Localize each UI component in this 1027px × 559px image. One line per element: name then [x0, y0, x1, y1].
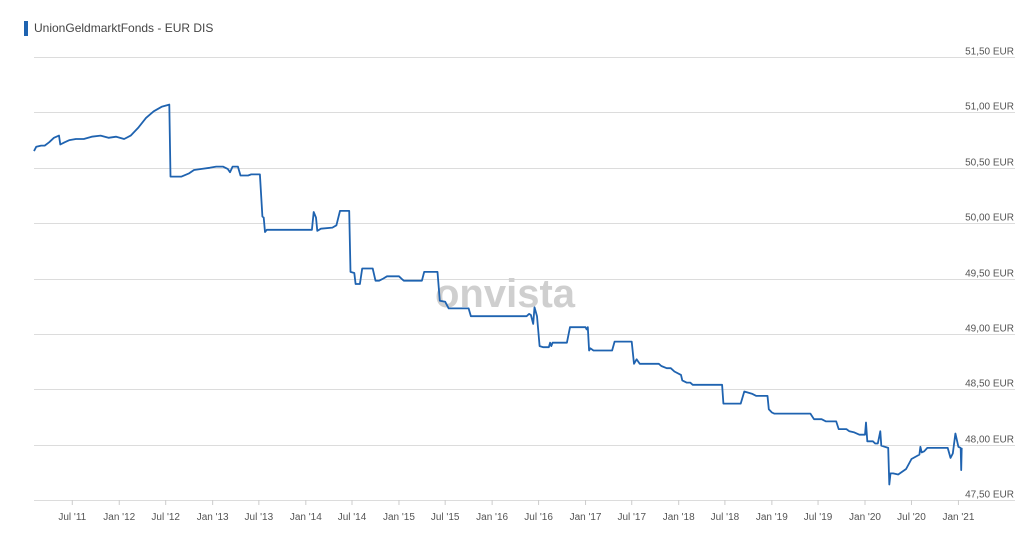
y-tick-label: 47,50 EUR — [965, 490, 1014, 501]
y-tick-label: 49,00 EUR — [965, 324, 1014, 335]
x-tick-label: Jan '18 — [663, 512, 695, 523]
x-tick-label: Jul '19 — [804, 512, 833, 523]
x-tick-label: Jan '21 — [942, 512, 974, 523]
x-tick-label: Jan '20 — [849, 512, 881, 523]
x-tick-label: Jan '16 — [476, 512, 508, 523]
x-tick-label: Jan '15 — [383, 512, 415, 523]
x-axis-labels: Jul '11 Jan '12 Jul '12 Jan '13 Jul '13 Jan '… — [58, 500, 975, 523]
line-layer — [33, 103, 963, 486]
x-tick-label: Jul '14 — [338, 512, 367, 523]
y-tick-label: 51,50 EUR — [965, 47, 1014, 58]
y-axis-labels: 47,50 EUR 48,00 EUR 48,50 EUR 49,00 EUR 49,5… — [965, 47, 1014, 501]
x-tick-label: Jul '18 — [711, 512, 740, 523]
x-tick-label: Jan '13 — [197, 512, 229, 523]
x-tick-label: Jul '16 — [524, 512, 553, 523]
y-tick-label: 48,50 EUR — [965, 379, 1014, 390]
legend-label: UnionGeldmarktFonds - EUR DIS — [34, 21, 214, 35]
watermark: onvista — [435, 272, 576, 316]
series-line[interactable] — [33, 103, 963, 486]
x-tick-label: Jul '12 — [151, 512, 180, 523]
x-tick-label: Jan '17 — [570, 512, 602, 523]
legend-swatch — [24, 20, 28, 36]
y-tick-label: 50,50 EUR — [965, 158, 1014, 169]
x-tick-label: Jul '17 — [617, 512, 646, 523]
y-tick-label: 50,00 EUR — [965, 213, 1014, 224]
x-tick-label: Jul '15 — [431, 512, 460, 523]
x-tick-label: Jan '14 — [290, 512, 322, 523]
x-tick-label: Jan '12 — [103, 512, 135, 523]
x-tick-label: Jan '19 — [756, 512, 788, 523]
y-tick-label: 51,00 EUR — [965, 102, 1014, 113]
x-tick-label: Jul '11 — [58, 512, 86, 523]
x-tick-label: Jul '20 — [897, 512, 926, 523]
y-tick-label: 49,50 EUR — [965, 269, 1014, 280]
y-tick-label: 48,00 EUR — [965, 435, 1014, 446]
grid-layer — [34, 57, 1015, 501]
legend[interactable]: UnionGeldmarktFonds - EUR DIS — [24, 20, 213, 36]
x-tick-label: Jul '13 — [245, 512, 274, 523]
